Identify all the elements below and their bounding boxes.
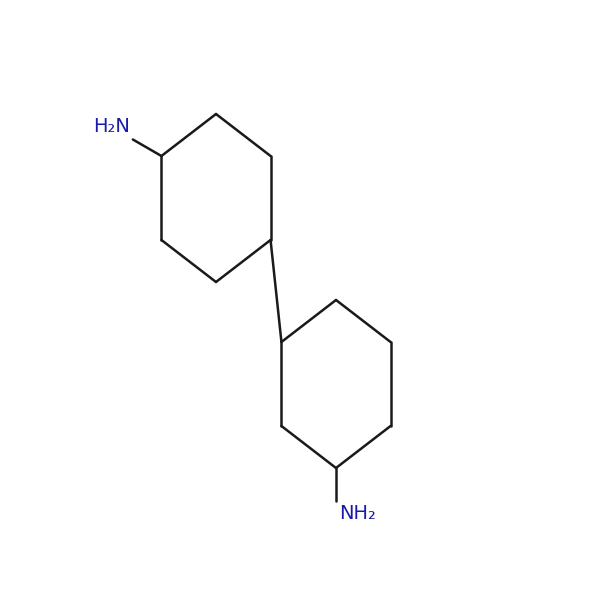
- Text: H₂N: H₂N: [93, 118, 130, 136]
- Text: NH₂: NH₂: [339, 504, 376, 523]
